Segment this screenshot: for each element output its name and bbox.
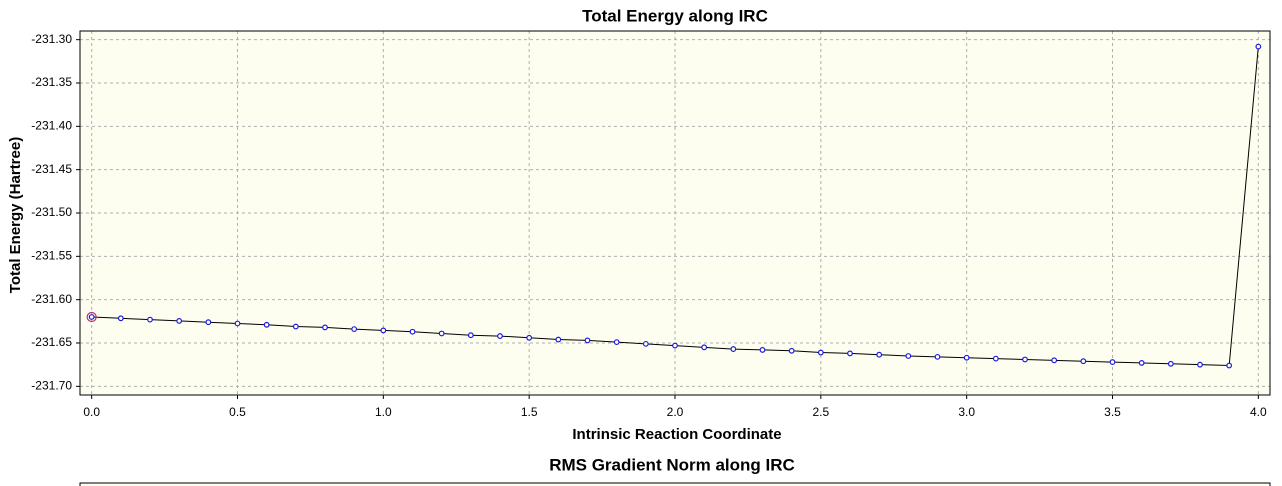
data-point — [351, 326, 358, 333]
y-tick-label: -231.35 — [31, 75, 72, 89]
y-tick-label: -231.50 — [31, 205, 72, 219]
data-point — [730, 346, 737, 352]
data-point — [992, 355, 999, 362]
data-point — [380, 327, 387, 334]
data-point — [876, 351, 883, 358]
data-point — [467, 332, 474, 339]
x-tick-label: 2.5 — [812, 405, 829, 419]
y-tick-label: -231.55 — [31, 249, 72, 263]
data-point — [701, 344, 708, 351]
data-point — [409, 328, 416, 335]
data-point — [1080, 358, 1087, 365]
data-point — [176, 318, 183, 324]
data-point — [555, 336, 562, 343]
data-point — [1226, 362, 1233, 369]
data-point — [584, 337, 591, 344]
x-tick-label: 1.5 — [521, 405, 538, 419]
data-point — [234, 320, 241, 327]
data-point — [934, 353, 941, 360]
data-point — [817, 349, 824, 356]
data-point — [1109, 359, 1116, 365]
data-point — [526, 334, 533, 341]
data-point — [292, 323, 299, 330]
data-point — [642, 340, 649, 347]
data-point — [1051, 357, 1058, 364]
data-point — [963, 354, 970, 361]
y-tick-label: -231.60 — [31, 292, 72, 306]
y-tick-label: -231.40 — [31, 119, 72, 133]
y-axis-title: Total Energy (Hartree) — [7, 137, 24, 293]
lower-chart-title: RMS Gradient Norm along IRC — [549, 455, 795, 474]
highlight-ring — [86, 311, 97, 323]
x-tick-label: 1.0 — [375, 405, 392, 419]
data-point — [1197, 361, 1203, 368]
x-tick-label: 3.0 — [958, 405, 975, 419]
y-tick-label: -231.65 — [31, 335, 72, 349]
chart-title: Total Energy along IRC — [582, 6, 768, 25]
data-point — [672, 342, 678, 349]
x-tick-label: 2.0 — [667, 405, 684, 419]
data-point — [88, 314, 95, 320]
y-tick-label: -231.70 — [31, 379, 72, 393]
x-tick-label: 0.5 — [229, 405, 246, 419]
data-point — [613, 339, 620, 346]
data-point — [147, 316, 153, 323]
data-point — [1167, 360, 1174, 367]
data-point — [263, 321, 270, 328]
lower-plot-frame — [79, 482, 1271, 486]
data-point — [1022, 356, 1028, 363]
plot-frame — [79, 30, 1271, 396]
data-point — [1138, 360, 1145, 366]
y-tick-label: -231.30 — [31, 32, 72, 46]
x-tick-label: 3.5 — [1104, 405, 1121, 419]
data-point — [847, 350, 853, 357]
x-tick-label: 4.0 — [1250, 405, 1267, 419]
y-tick-label: -231.45 — [31, 162, 72, 176]
data-point — [905, 353, 912, 359]
data-point — [438, 330, 445, 337]
data-point — [759, 347, 766, 353]
data-point — [117, 315, 124, 322]
data-point — [205, 319, 212, 326]
data-point — [1255, 43, 1262, 50]
data-point — [788, 347, 795, 354]
x-tick-label: 0.0 — [83, 405, 100, 419]
data-point — [497, 333, 503, 339]
data-point — [322, 324, 328, 331]
x-axis-title: Intrinsic Reaction Coordinate — [572, 426, 781, 443]
